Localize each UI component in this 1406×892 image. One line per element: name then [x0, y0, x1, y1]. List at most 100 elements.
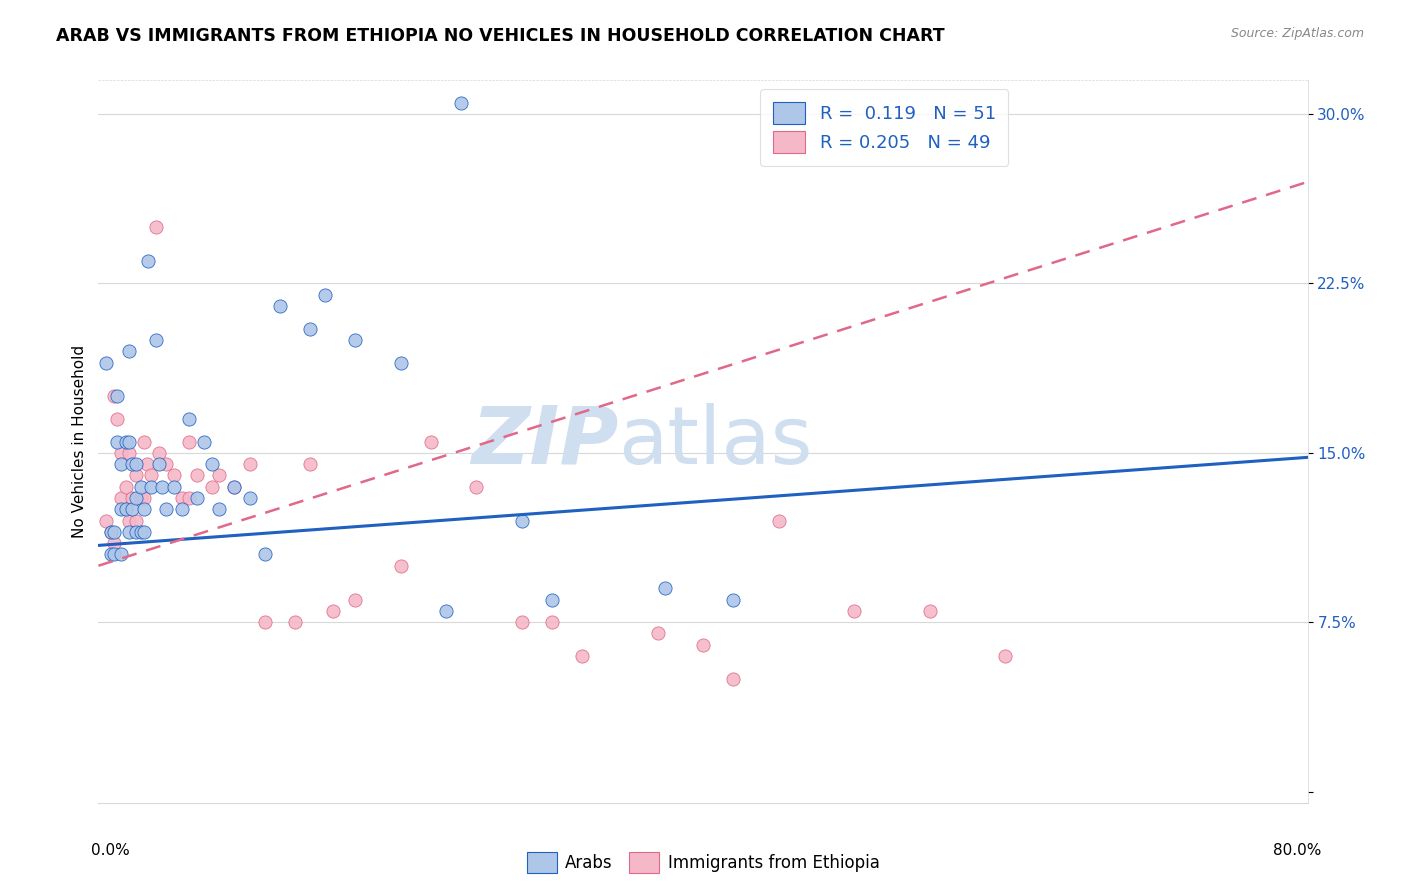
Point [571, 648, 593, 663]
Point [723, 672, 745, 686]
Point [114, 434, 136, 449]
Point [114, 480, 136, 494]
Point [114, 502, 136, 516]
Point [125, 468, 148, 483]
Point [510, 615, 533, 630]
Point [269, 299, 291, 313]
Point [389, 558, 412, 573]
Point [105, 434, 128, 449]
Point [170, 491, 193, 505]
Point [110, 457, 132, 471]
Text: atlas: atlas [619, 402, 813, 481]
Point [100, 548, 122, 562]
Point [94, 514, 117, 528]
Point [208, 502, 231, 516]
Legend: R =  0.119   N = 51, R = 0.205   N = 49: R = 0.119 N = 51, R = 0.205 N = 49 [761, 89, 1008, 166]
Point [465, 480, 488, 494]
Point [105, 412, 128, 426]
Point [994, 648, 1017, 663]
Point [155, 502, 177, 516]
Point [132, 491, 155, 505]
Point [110, 446, 132, 460]
Point [118, 514, 141, 528]
Point [647, 626, 669, 640]
Point [118, 524, 141, 539]
Point [389, 355, 412, 369]
Point [129, 524, 152, 539]
Point [132, 434, 155, 449]
Point [201, 480, 224, 494]
Point [344, 592, 367, 607]
Point [148, 457, 170, 471]
Point [723, 592, 745, 607]
Text: Source: ZipAtlas.com: Source: ZipAtlas.com [1230, 27, 1364, 40]
Point [135, 457, 157, 471]
Point [125, 514, 148, 528]
Point [322, 604, 344, 618]
Point [193, 434, 215, 449]
Point [918, 604, 941, 618]
Point [100, 524, 122, 539]
Point [129, 480, 152, 494]
Point [145, 333, 167, 347]
Point [186, 491, 208, 505]
Point [654, 582, 676, 596]
Point [110, 491, 132, 505]
Point [299, 321, 322, 335]
Point [94, 355, 117, 369]
Point [299, 457, 322, 471]
Point [420, 434, 443, 449]
Point [125, 524, 148, 539]
Point [314, 287, 336, 301]
Point [768, 514, 790, 528]
Point [121, 457, 143, 471]
Point [132, 524, 155, 539]
Point [163, 468, 186, 483]
Point [110, 548, 132, 562]
Text: 80.0%: 80.0% [1274, 843, 1322, 858]
Legend: Arabs, Immigrants from Ethiopia: Arabs, Immigrants from Ethiopia [520, 846, 886, 880]
Point [450, 95, 472, 110]
Point [224, 480, 246, 494]
Point [141, 480, 163, 494]
Point [179, 434, 201, 449]
Point [105, 389, 128, 403]
Point [129, 491, 152, 505]
Point [284, 615, 307, 630]
Point [844, 604, 866, 618]
Point [510, 514, 533, 528]
Point [118, 446, 141, 460]
Text: ARAB VS IMMIGRANTS FROM ETHIOPIA NO VEHICLES IN HOUSEHOLD CORRELATION CHART: ARAB VS IMMIGRANTS FROM ETHIOPIA NO VEHI… [56, 27, 945, 45]
Point [186, 468, 208, 483]
Point [125, 457, 148, 471]
Point [103, 536, 125, 550]
Point [179, 491, 201, 505]
Point [208, 468, 231, 483]
Point [141, 468, 163, 483]
Text: ZIP: ZIP [471, 402, 619, 481]
Point [103, 524, 125, 539]
Point [179, 412, 201, 426]
Point [155, 457, 177, 471]
Point [344, 333, 367, 347]
Point [118, 344, 141, 359]
Point [100, 524, 122, 539]
Point [434, 604, 457, 618]
Point [253, 615, 276, 630]
Point [132, 502, 155, 516]
Point [136, 253, 159, 268]
Point [239, 491, 262, 505]
Point [148, 446, 170, 460]
Y-axis label: No Vehicles in Household: No Vehicles in Household [72, 345, 87, 538]
Point [114, 502, 136, 516]
Point [163, 480, 186, 494]
Point [253, 548, 276, 562]
Point [125, 491, 148, 505]
Point [224, 480, 246, 494]
Point [121, 491, 143, 505]
Point [150, 480, 173, 494]
Point [540, 615, 562, 630]
Point [540, 592, 562, 607]
Text: 0.0%: 0.0% [91, 843, 131, 858]
Point [103, 389, 125, 403]
